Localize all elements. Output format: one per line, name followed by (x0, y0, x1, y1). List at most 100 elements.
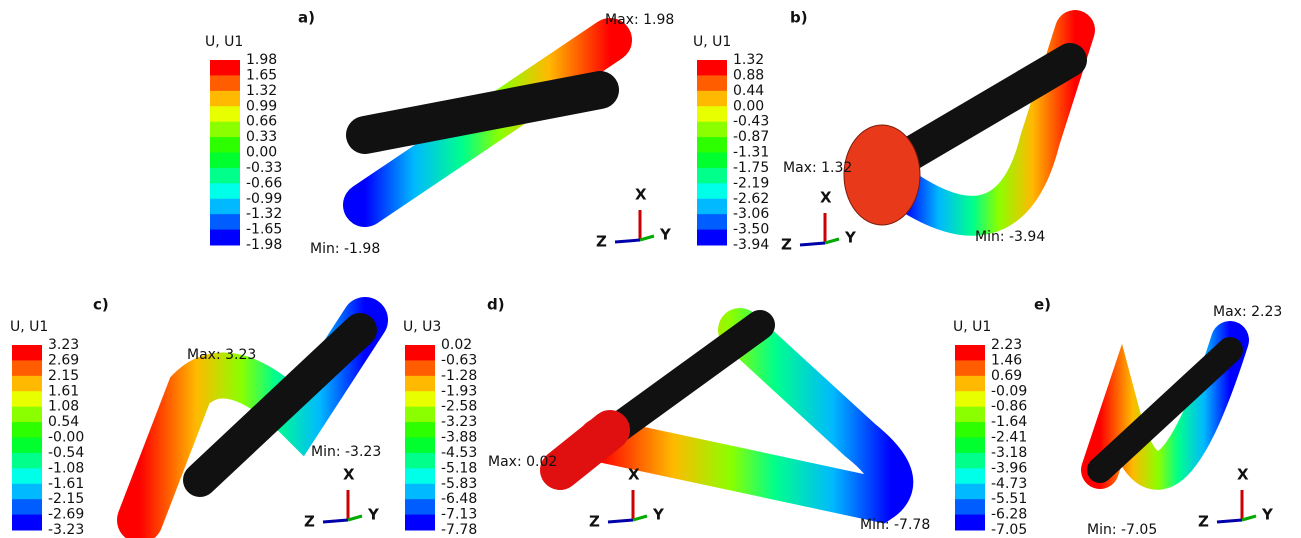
legend-value: -0.66 (246, 175, 282, 191)
axis-label: Z (781, 236, 792, 254)
legend-value: -3.94 (733, 237, 769, 253)
legend-value: -0.63 (441, 352, 477, 368)
legend-value: -2.19 (733, 175, 769, 191)
legend-value: 1.32 (733, 52, 764, 68)
legend-band (405, 422, 435, 438)
legend-band (955, 391, 985, 407)
legend-value: -4.73 (991, 476, 1027, 492)
legend-value: 1.61 (48, 383, 79, 399)
legend-value: 1.46 (991, 352, 1022, 368)
pipe (365, 90, 600, 135)
legend-band (405, 468, 435, 484)
axis-label: Z (596, 233, 607, 251)
legend-band (12, 345, 42, 361)
legend-band (12, 422, 42, 438)
legend-value: -1.64 (991, 414, 1027, 430)
panel-label: e) (1034, 296, 1051, 314)
legend-band (697, 91, 727, 107)
axis-label: Z (589, 513, 600, 531)
axis-arrow (633, 516, 647, 520)
panel-label: a) (298, 9, 315, 27)
legend-band (405, 407, 435, 423)
legend-band (210, 106, 240, 122)
min-label: Min: -7.05 (1087, 522, 1157, 538)
panel-label: c) (93, 296, 109, 314)
legend-value: -1.08 (48, 460, 84, 476)
legend-band (955, 345, 985, 361)
legend-value: -1.31 (733, 145, 769, 161)
axis-arrow (608, 520, 633, 522)
legend-band (697, 153, 727, 169)
legend-band (405, 376, 435, 392)
legend-value: 0.00 (246, 145, 277, 161)
legend-band (955, 376, 985, 392)
legend-value: 0.99 (246, 98, 277, 114)
axis-label: Y (652, 506, 665, 524)
shapes (140, 30, 1230, 520)
max-label: Max: 1.98 (605, 12, 674, 28)
legend-band (955, 468, 985, 484)
legend-value: 0.44 (733, 83, 764, 99)
min-label: Min: -1.98 (310, 241, 380, 257)
max-label: Max: 3.23 (187, 347, 256, 363)
legend-value: 3.23 (48, 337, 79, 353)
legend-value: -1.75 (733, 160, 769, 176)
pipe (560, 430, 610, 470)
legend-value: 2.69 (48, 352, 79, 368)
legend-band (405, 515, 435, 531)
legend-value: -2.69 (48, 507, 84, 523)
legend-value: -0.99 (246, 191, 282, 207)
legend-value: -0.87 (733, 129, 769, 145)
legend-value: 0.00 (733, 98, 764, 114)
legend-value: -2.15 (48, 491, 84, 507)
min-label: Min: -7.78 (860, 517, 930, 533)
legend-band (210, 91, 240, 107)
legend-band (697, 106, 727, 122)
legend-band (955, 484, 985, 500)
legend-value: -7.13 (441, 507, 477, 523)
legend-band (405, 345, 435, 361)
legend-value: -2.41 (991, 430, 1027, 446)
figure: a)U, U11.981.651.320.990.660.330.00-0.33… (0, 0, 1301, 538)
legend-band (955, 453, 985, 469)
legend-title: U, U1 (693, 34, 731, 50)
legend-value: -7.05 (991, 522, 1027, 538)
legend-band (12, 407, 42, 423)
max-label: Max: 2.23 (1213, 304, 1282, 320)
legend-value: -7.78 (441, 522, 477, 538)
legend-band (405, 391, 435, 407)
axis-label: X (628, 466, 640, 484)
legend-value: 1.08 (48, 399, 79, 415)
legend-band (697, 137, 727, 153)
legend-band (210, 199, 240, 215)
legend-band (955, 407, 985, 423)
legend-band (955, 515, 985, 531)
max-label: Max: 1.32 (783, 160, 852, 176)
legend-value: -3.23 (48, 522, 84, 538)
legend-value: -5.83 (441, 476, 477, 492)
legend-value: -6.28 (991, 507, 1027, 523)
legend-band (12, 499, 42, 515)
legend-title: U, U1 (10, 319, 48, 335)
legend-value: 2.15 (48, 368, 79, 384)
legend-value: 1.65 (246, 67, 277, 83)
legend-band (12, 438, 42, 454)
legend-band (405, 499, 435, 515)
legend-band (955, 360, 985, 376)
legend-band (210, 75, 240, 91)
legend-value: 0.69 (991, 368, 1022, 384)
legend-band (697, 214, 727, 230)
legend-band (12, 453, 42, 469)
legend-value: -0.86 (991, 399, 1027, 415)
legend-band (12, 360, 42, 376)
axis-arrow (640, 236, 654, 240)
axis-label: Z (1198, 513, 1209, 531)
axis-label: Y (367, 506, 380, 524)
legend-value: 1.98 (246, 52, 277, 68)
legend-value: -1.98 (246, 237, 282, 253)
axis-label: Y (659, 226, 672, 244)
legend-value: -5.51 (991, 491, 1027, 507)
panel-label: b) (790, 9, 808, 27)
axis-arrow (1217, 520, 1242, 522)
axis-label: Y (844, 229, 857, 247)
